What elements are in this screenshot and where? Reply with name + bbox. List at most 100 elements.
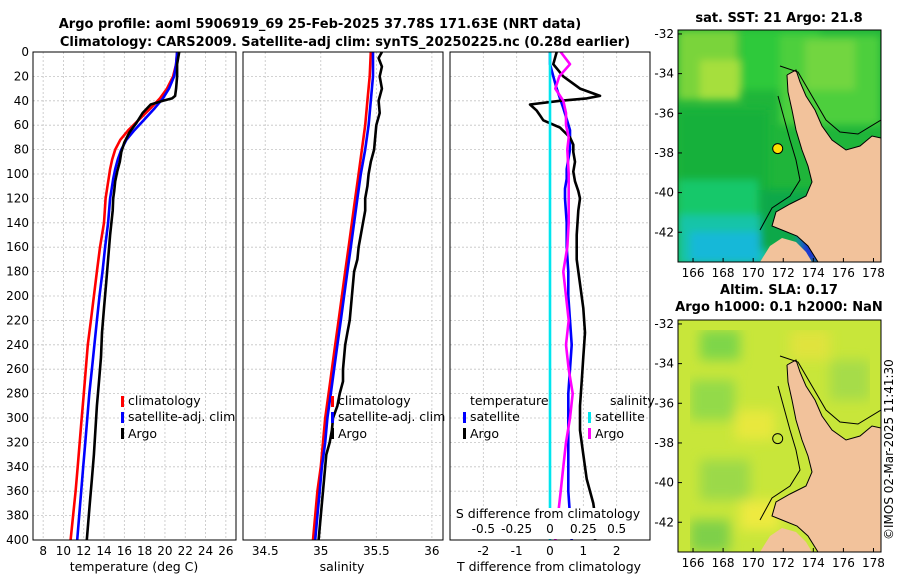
depth-tick-label: 300 (6, 411, 29, 425)
sla-contour (779, 355, 881, 425)
temperature-series-argo (85, 52, 181, 540)
depth-tick-label: 20 (14, 69, 29, 83)
salinity-xtick-label: 35.5 (363, 544, 390, 558)
sst-map-xtick-label: 168 (712, 266, 735, 280)
sla-map-ticks: 166 168 170 172 174 176 178 -32 -34 -36 -38 -40 -42 (654, 317, 885, 570)
depth-tick-label: 80 (14, 143, 29, 157)
sla-patch (700, 330, 740, 360)
depth-tick-label: 140 (6, 216, 29, 230)
depth-tick-label: 280 (6, 387, 29, 401)
legend-title-temperature: temperature (470, 393, 549, 408)
temperature-xtick-label: 16 (117, 544, 132, 558)
sst-land-north-island (772, 70, 881, 262)
figure-subtitle: Climatology: CARS2009. Satellite-adj cli… (60, 35, 630, 50)
sst-map-image (678, 30, 881, 262)
sla-map-ytick-label: -32 (654, 317, 674, 331)
depth-tick-label: 160 (6, 240, 29, 254)
sst-map-panel: sat. SST: 21 Argo: 21.8 (654, 11, 885, 280)
sst-map-xtick-label: 170 (742, 266, 765, 280)
sla-patch (790, 330, 830, 360)
sla-map-ytick-label: -42 (654, 515, 674, 529)
s-difference-xticks: -0.5 -0.25 0 0.25 0.5 (472, 522, 627, 536)
legend-label-argo: Argo (338, 426, 367, 441)
sla-coastline (771, 364, 819, 552)
sst-coastline (771, 74, 819, 262)
sst-map-title: sat. SST: 21 Argo: 21.8 (695, 11, 862, 26)
sst-map-xtick-label: 178 (862, 266, 885, 280)
difference-xtick-label: 1 (580, 544, 588, 558)
legend-label-s-satellite: satellite (595, 409, 645, 424)
sla-coastline (786, 359, 881, 441)
sla-patch (690, 380, 735, 420)
sst-patch (690, 232, 760, 262)
sla-map-xtick-label: 170 (742, 556, 765, 570)
credit-timestamp: ©IMOS 02-Mar-2025 11:41:30 (882, 359, 896, 540)
sla-contour (759, 385, 801, 521)
legend-label-climatology: climatology (338, 393, 411, 408)
temperature-xtick-label: 8 (39, 544, 47, 558)
temperature-xtick-label: 18 (137, 544, 152, 558)
difference-xtick-label: 0 (546, 544, 554, 558)
sla-patch (700, 460, 750, 500)
sst-map-ticks: 166 168 170 172 174 176 178 -32 -34 -36 -38 -40 -42 (654, 27, 885, 280)
depth-tick-label: 120 (6, 191, 29, 205)
temperature-xtick-label: 14 (96, 544, 111, 558)
depth-tick-label: 40 (14, 94, 29, 108)
sst-map-xtick-label: 172 (772, 266, 795, 280)
sla-map-title: Altim. SLA: 0.17 (720, 283, 838, 298)
legend-swatch-argo (331, 428, 334, 439)
salinity-series-climatology (311, 52, 373, 540)
legend-swatch-t-satellite (463, 412, 466, 423)
difference-axes-frame (449, 51, 651, 541)
legend-label-t-argo: Argo (470, 426, 499, 441)
sst-map-ytick-label: -36 (654, 106, 674, 120)
salinity-xlabel: salinity (320, 559, 365, 574)
depth-tick-label: 240 (6, 338, 29, 352)
sla-map-panel: Altim. SLA: 0.17 Argo h1000: 0.1 h2000: … (654, 283, 885, 570)
legend-swatch-argo (121, 428, 124, 439)
salinity-xticks: 34.5 35 35.5 36 (252, 544, 440, 558)
temperature-xlabel: temperature (deg C) (70, 559, 199, 574)
sla-patch (735, 410, 775, 440)
sst-map-ytick-label: -40 (654, 186, 674, 200)
sst-patch (700, 60, 740, 100)
legend-label-satellite: satellite-adj. clim (338, 409, 445, 424)
salinity-axes-frame (242, 51, 444, 541)
salinity-xtick-label: 36 (424, 544, 439, 558)
s-difference-xlabel: S difference from climatology (456, 506, 641, 521)
legend-label-satellite: satellite-adj. clim (128, 409, 235, 424)
sla-land-north-island (772, 360, 881, 552)
difference-panel: -2 -1 0 1 2 T difference from climatology S … (449, 51, 655, 574)
legend-label-t-satellite: satellite (470, 409, 520, 424)
difference-series-t-argo (528, 52, 602, 540)
figure-title: Argo profile: aoml 5906919_69 25-Feb-202… (59, 17, 581, 32)
sst-contour (779, 65, 881, 135)
difference-xtick-label: -2 (477, 544, 489, 558)
legend-swatch-climatology (121, 396, 124, 407)
difference-legend: temperature satellite Argo salinity sate… (463, 393, 655, 441)
difference-series-s-argo (553, 52, 575, 540)
s-difference-xtick-label: -0.25 (501, 522, 532, 536)
temperature-series (69, 52, 181, 540)
depth-tick-label: 180 (6, 265, 29, 279)
sla-patch (690, 520, 730, 552)
sst-map-ytick-label: -32 (654, 27, 674, 41)
sla-map-subtitle: Argo h1000: 0.1 h2000: NaN (675, 300, 883, 315)
temperature-axes-frame (32, 51, 237, 541)
legend-swatch-s-argo (588, 428, 591, 439)
legend-swatch-satellite (331, 412, 334, 423)
depth-axis-ticks: 0 20 40 60 80 100 120 140 160 180 200 220 240 260 280 3… (6, 45, 29, 547)
s-difference-xtick-label: 0 (546, 522, 554, 536)
sla-map-frame (677, 319, 882, 553)
sla-map-ytick-label: -40 (654, 476, 674, 490)
salinity-series (311, 52, 384, 540)
temperature-panel: 8 10 12 14 16 18 20 22 24 26 0 20 40 60 80 100 120 140 16… (6, 45, 237, 574)
temperature-xtick-label: 12 (76, 544, 91, 558)
sst-map-ytick-label: -42 (654, 225, 674, 239)
s-difference-xtick-label: 0.25 (570, 522, 597, 536)
depth-tick-label: 100 (6, 167, 29, 181)
salinity-panel: 34.5 35 35.5 36 salinity climatology satell… (242, 51, 445, 574)
depth-tick-label: 360 (6, 484, 29, 498)
sst-map-xtick-label: 174 (802, 266, 825, 280)
